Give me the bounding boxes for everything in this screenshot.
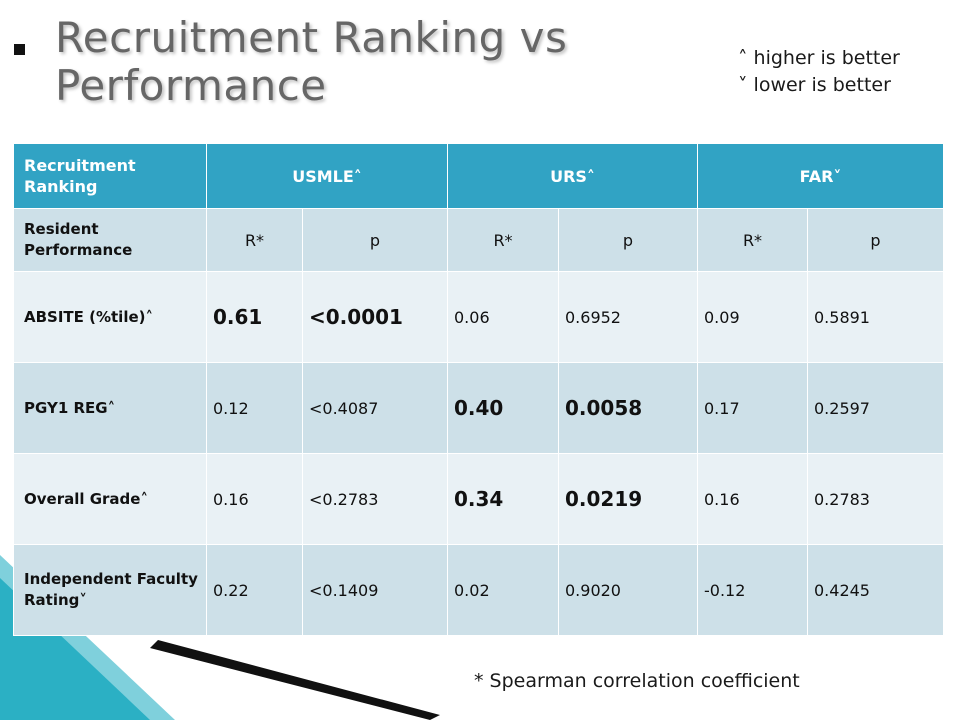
subheader-resident-performance: Resident Performance bbox=[13, 208, 207, 272]
table-cell: 0.34 bbox=[447, 453, 559, 545]
table-cell: 0.09 bbox=[697, 271, 808, 363]
table-cell: 0.6952 bbox=[558, 271, 698, 363]
table-subheader-row: Resident Performance R* p R* p R* p bbox=[13, 208, 945, 272]
row-label: PGY1 REG˄ bbox=[13, 362, 207, 454]
row-label: Overall Grade˄ bbox=[13, 453, 207, 545]
table-cell: <0.2783 bbox=[302, 453, 448, 545]
table-row: ABSITE (%tile)˄ 0.61 <0.0001 0.06 0.6952… bbox=[13, 271, 945, 363]
subheader-cell: p bbox=[806, 208, 945, 272]
table-cell: <0.4087 bbox=[302, 362, 448, 454]
table-cell: 0.0219 bbox=[558, 453, 698, 545]
table-row: Independent Faculty Rating˅ 0.22 <0.1409… bbox=[13, 544, 945, 636]
footnote: * Spearman correlation coefficient bbox=[474, 670, 800, 692]
table-cell: 0.4245 bbox=[806, 544, 945, 636]
table-cell: 0.17 bbox=[697, 362, 808, 454]
table-cell: -0.12 bbox=[697, 544, 808, 636]
table-cell: 0.22 bbox=[206, 544, 303, 636]
bullet-marker-icon bbox=[14, 44, 25, 55]
table-cell: <0.1409 bbox=[302, 544, 448, 636]
table-row: PGY1 REG˄ 0.12 <0.4087 0.40 0.0058 0.17 … bbox=[13, 362, 945, 454]
slide-title: Recruitment Ranking vs Performance bbox=[55, 13, 568, 110]
table-cell: 0.0058 bbox=[558, 362, 698, 454]
table-cell: 0.40 bbox=[447, 362, 559, 454]
table-row: Overall Grade˄ 0.16 <0.2783 0.34 0.0219 … bbox=[13, 453, 945, 545]
subheader-cell: R* bbox=[697, 208, 808, 272]
row-label: Independent Faculty Rating˅ bbox=[13, 544, 207, 636]
header-far: FAR˅ bbox=[696, 143, 945, 209]
table-cell: 0.5891 bbox=[806, 271, 945, 363]
table-cell: 0.02 bbox=[447, 544, 559, 636]
legend-lower-better: ˅ lower is better bbox=[738, 74, 891, 96]
table-cell: 0.16 bbox=[697, 453, 808, 545]
table-cell: <0.0001 bbox=[302, 271, 448, 363]
table-cell: 0.12 bbox=[206, 362, 303, 454]
header-recruitment-ranking: Recruitment Ranking bbox=[13, 143, 207, 209]
header-urs: URS˄ bbox=[447, 143, 698, 209]
table-cell: 0.2597 bbox=[806, 362, 945, 454]
results-table: Recruitment Ranking USMLE˄ URS˄ FAR˅ Res… bbox=[13, 143, 945, 636]
legend-higher-better: ˄ higher is better bbox=[738, 47, 900, 69]
row-label: ABSITE (%tile)˄ bbox=[13, 271, 207, 363]
subheader-cell: p bbox=[558, 208, 698, 272]
table-cell: 0.16 bbox=[206, 453, 303, 545]
table-cell: 0.61 bbox=[206, 271, 303, 363]
subheader-cell: R* bbox=[447, 208, 559, 272]
table-cell: 0.2783 bbox=[806, 453, 945, 545]
table-cell: 0.06 bbox=[447, 271, 559, 363]
table-cell: 0.9020 bbox=[558, 544, 698, 636]
header-usmle: USMLE˄ bbox=[206, 143, 448, 209]
subheader-cell: R* bbox=[206, 208, 303, 272]
legend: ˄ higher is better ˅ lower is better bbox=[738, 45, 900, 99]
subheader-cell: p bbox=[302, 208, 448, 272]
table-header-row: Recruitment Ranking USMLE˄ URS˄ FAR˅ bbox=[13, 143, 945, 209]
